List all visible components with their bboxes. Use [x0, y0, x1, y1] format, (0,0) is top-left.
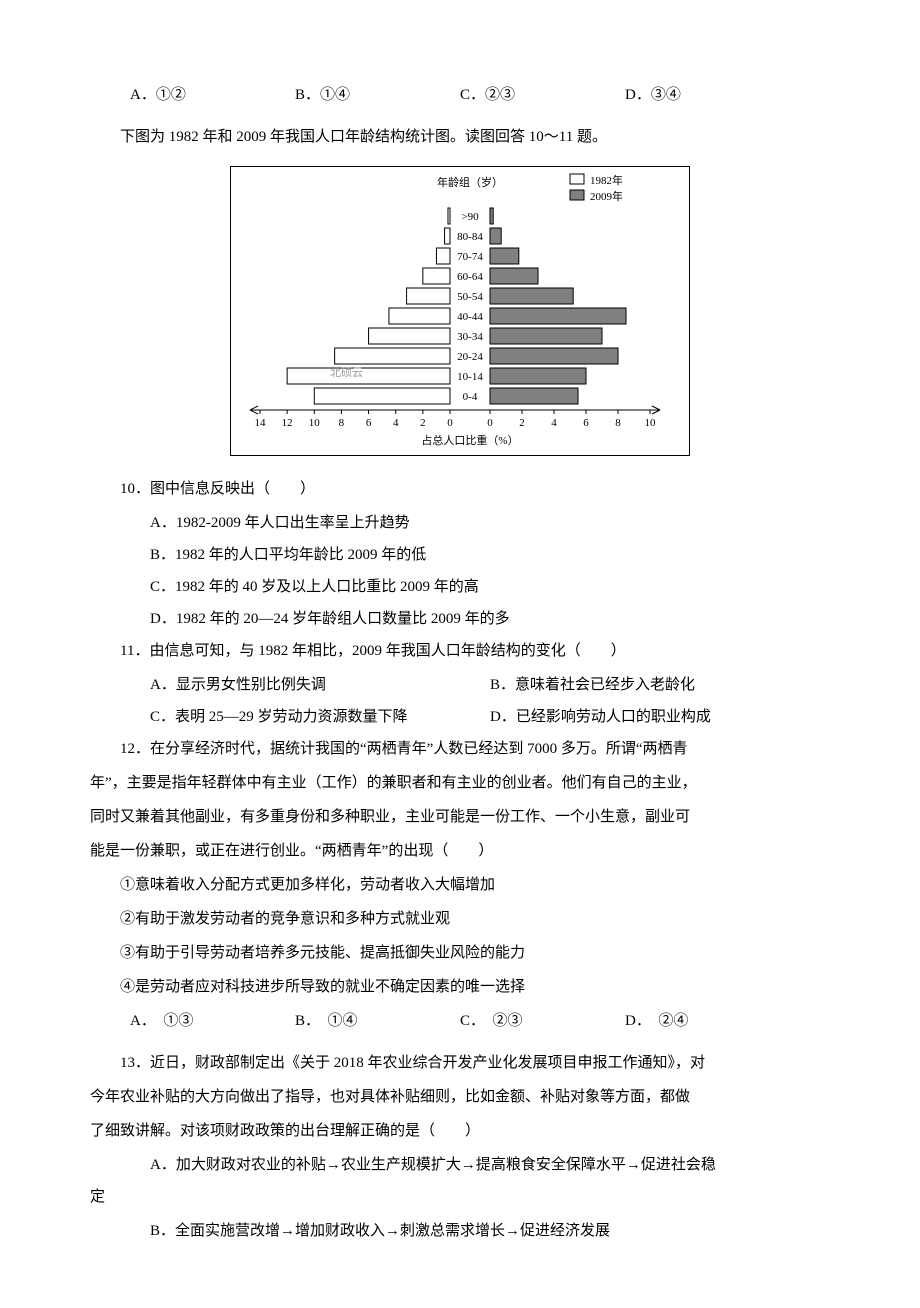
svg-text:2: 2: [519, 417, 525, 429]
q13-a2: 定: [90, 1182, 830, 1212]
svg-text:20-24: 20-24: [457, 351, 483, 363]
svg-text:年龄组（岁）: 年龄组（岁）: [437, 175, 503, 189]
q10-a: A．1982-2009 年人口出生率呈上升趋势: [90, 508, 830, 538]
svg-text:6: 6: [366, 417, 372, 429]
svg-text:70-74: 70-74: [457, 251, 483, 263]
q12-stem1: 12．在分享经济时代，据统计我国的“两栖青年”人数已经达到 7000 多万。所谓…: [90, 734, 830, 764]
q11-row1: A．显示男女性别比例失调 B．意味着社会已经步入老龄化: [90, 670, 830, 700]
q12-c3: ③有助于引导劳动者培养多元技能、提高抵御失业风险的能力: [90, 938, 830, 968]
svg-text:80-84: 80-84: [457, 231, 483, 243]
q12-answer-row: A． ①③ B． ①④ C． ②③ D． ②④: [90, 1006, 830, 1036]
q12-c4: ④是劳动者应对科技进步所导致的就业不确定因素的唯一选择: [90, 972, 830, 1002]
q12-opt-a: A． ①③: [130, 1006, 295, 1036]
q12-opt-b: B． ①④: [295, 1006, 460, 1036]
q12-stem2: 年”，主要是指年轻群体中有主业（工作）的兼职者和有主业的创业者。他们有自己的主业…: [90, 768, 830, 798]
svg-text:10: 10: [309, 417, 321, 429]
opt-a: A．①②: [130, 80, 295, 110]
svg-text:12: 12: [282, 417, 293, 429]
opt-b: B．①④: [295, 80, 460, 110]
q12-opt-c: C． ②③: [460, 1006, 625, 1036]
q10-c: C．1982 年的 40 岁及以上人口比重比 2009 年的高: [90, 572, 830, 602]
top-answer-row: A．①② B．①④ C．②③ D．③④: [90, 80, 830, 110]
q11-a: A．显示男女性别比例失调: [150, 670, 490, 700]
q10-stem: 10．图中信息反映出（ ）: [90, 474, 830, 504]
svg-text:占总人口比重（%）: 占总人口比重（%）: [421, 433, 518, 447]
svg-text:50-54: 50-54: [457, 291, 483, 303]
q10-b: B．1982 年的人口平均年龄比 2009 年的低: [90, 540, 830, 570]
svg-text:10: 10: [645, 417, 657, 429]
q12-stem3: 同时又兼着其他副业，有多重身份和多种职业，主业可能是一份工作、一个小生意，副业可: [90, 802, 830, 832]
svg-text:4: 4: [551, 417, 557, 429]
q12-c1: ①意味着收入分配方式更加多样化，劳动者收入大幅增加: [90, 870, 830, 900]
svg-text:30-34: 30-34: [457, 331, 483, 343]
svg-text:>90: >90: [461, 211, 479, 223]
chart-svg: 1982年 2009年 年龄组（岁） >90 80-84 70-74 60-64 50-54 4…: [230, 166, 690, 456]
svg-text:14: 14: [255, 417, 267, 429]
q12-stem4: 能是一份兼职，或正在进行创业。“两栖青年”的出现（ ）: [90, 836, 830, 866]
q13-b: B．全面实施营改增→增加财政收入→刺激总需求增长→促进经济发展: [90, 1216, 830, 1246]
opt-c: C．②③: [460, 80, 625, 110]
svg-text:4: 4: [393, 417, 399, 429]
q11-b: B．意味着社会已经步入老龄化: [490, 670, 830, 700]
svg-text:北硕云: 北硕云: [330, 366, 363, 379]
q11-c: C．表明 25—29 岁劳动力资源数量下降: [150, 702, 490, 732]
q11-d: D．已经影响劳动人口的职业构成: [490, 702, 830, 732]
svg-text:2009年: 2009年: [590, 189, 623, 203]
svg-text:0: 0: [487, 417, 493, 429]
q13-a1: A．加大财政对农业的补贴→农业生产规模扩大→提高粮食安全保障水平→促进社会稳: [90, 1150, 830, 1180]
q10-d: D．1982 年的 20—24 岁年龄组人口数量比 2009 年的多: [90, 604, 830, 634]
opt-d: D．③④: [625, 80, 790, 110]
svg-text:6: 6: [583, 417, 589, 429]
intro-text: 下图为 1982 年和 2009 年我国人口年龄结构统计图。读图回答 10～11…: [90, 122, 830, 152]
q13-stem3: 了细致讲解。对该项财政政策的出台理解正确的是（ ）: [90, 1116, 830, 1146]
svg-text:1982年: 1982年: [590, 173, 623, 187]
q12-c2: ②有助于激发劳动者的竞争意识和多种方式就业观: [90, 904, 830, 934]
svg-text:60-64: 60-64: [457, 271, 483, 283]
population-pyramid-chart: 1982年 2009年 年龄组（岁） >90 80-84 70-74 60-64 50-54 4…: [90, 166, 830, 456]
q11-stem: 11．由信息可知，与 1982 年相比，2009 年我国人口年龄结构的变化（ ）: [90, 636, 830, 666]
svg-text:8: 8: [615, 417, 621, 429]
q11-row2: C．表明 25—29 岁劳动力资源数量下降 D．已经影响劳动人口的职业构成: [90, 702, 830, 732]
svg-text:0-4: 0-4: [463, 391, 478, 403]
svg-text:10-14: 10-14: [457, 371, 483, 383]
svg-text:40-44: 40-44: [457, 311, 483, 323]
svg-text:0: 0: [447, 417, 453, 429]
q12-opt-d: D． ②④: [625, 1006, 790, 1036]
q13-stem1: 13．近日，财政部制定出《关于 2018 年农业综合开发产业化发展项目申报工作通…: [90, 1048, 830, 1078]
q13-stem2: 今年农业补贴的大方向做出了指导，也对具体补贴细则，比如金额、补贴对象等方面，都做: [90, 1082, 830, 1112]
svg-text:8: 8: [339, 417, 345, 429]
svg-text:2: 2: [420, 417, 426, 429]
